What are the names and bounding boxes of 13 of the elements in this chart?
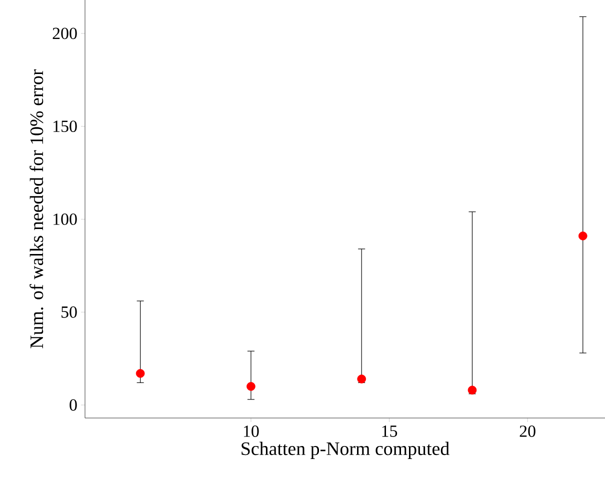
point xyxy=(136,369,145,378)
y-tick-label: 0 xyxy=(70,399,77,411)
y-tick-label: 50 xyxy=(62,306,77,318)
y-tick-label: 100 xyxy=(54,214,77,225)
y-tick-label: 150 xyxy=(54,120,77,132)
y-axis-title: Num. of walks needed for 10% error xyxy=(30,69,44,348)
x-tick-label: 20 xyxy=(520,426,536,437)
x-tick-label: 15 xyxy=(382,426,398,437)
x-axis-title: Schatten p-Norm computed xyxy=(242,442,450,459)
point xyxy=(578,232,588,240)
y-tick-label: 200 xyxy=(52,28,77,40)
point xyxy=(468,386,477,395)
x-tick-label: 10 xyxy=(244,426,259,437)
